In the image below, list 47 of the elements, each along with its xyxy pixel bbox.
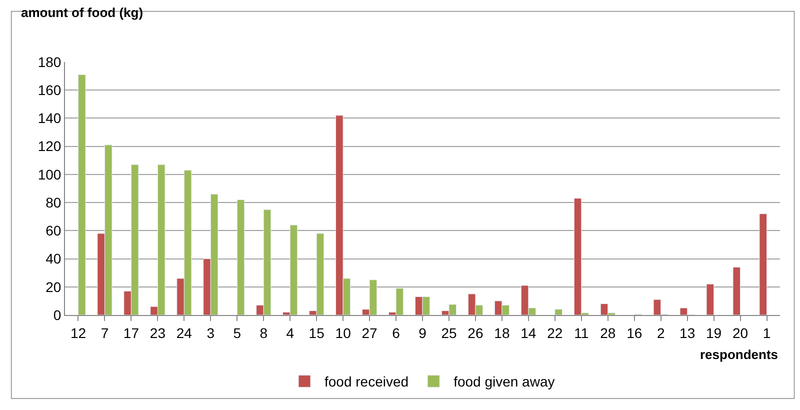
y-tick-label: 120	[38, 138, 62, 154]
x-tick-label: 10	[335, 324, 352, 341]
y-tick-label: 60	[46, 222, 62, 239]
bar	[236, 199, 245, 315]
x-tick-label: 26	[468, 324, 484, 341]
x-tick-label: 20	[732, 324, 748, 341]
x-tick-label: 18	[494, 324, 510, 341]
y-tick-label: 0	[53, 306, 62, 323]
x-tick-label: 15	[308, 324, 325, 341]
x-tick-label: 22	[547, 324, 563, 341]
x-tick-label: 7	[100, 324, 109, 341]
bar	[759, 214, 768, 315]
x-tick-label: 8	[260, 324, 268, 341]
x-tick-label: 1	[762, 324, 771, 341]
x-axis-title: respondents	[700, 347, 778, 362]
y-tick-label: 100	[38, 166, 62, 182]
bar	[554, 309, 562, 315]
x-tick-label: 2	[656, 324, 665, 341]
x-tick-label: 23	[150, 324, 166, 341]
x-tick-label: 17	[123, 324, 140, 341]
x-tick-label: 11	[574, 324, 589, 341]
x-tick-label: 24	[176, 324, 192, 341]
x-tick-label: 13	[680, 324, 696, 341]
y-tick-label: 40	[46, 250, 62, 267]
x-tick-label: 16	[626, 324, 642, 341]
x-tick-label: 12	[70, 324, 86, 341]
x-tick-label: 6	[392, 324, 400, 341]
x-tick-label: 4	[286, 324, 294, 341]
bar	[706, 284, 714, 315]
x-tick-label: 3	[206, 324, 215, 341]
y-axis-title: amount of food (kg)	[21, 5, 144, 20]
y-tick-label: 20	[46, 278, 62, 295]
legend-label: food given away	[454, 374, 555, 390]
y-tick-label: 140	[38, 110, 62, 126]
y-tick-label: 180	[38, 54, 62, 70]
bar	[732, 266, 741, 315]
x-tick-label: 19	[706, 324, 722, 341]
x-tick-label: 14	[520, 324, 536, 341]
legend-label: food received	[324, 374, 409, 390]
x-tick-label: 27	[362, 324, 378, 341]
x-tick-label: 5	[233, 324, 242, 341]
y-tick-label: 160	[38, 82, 62, 98]
x-tick-label: 25	[441, 324, 457, 341]
bar	[78, 74, 86, 315]
x-tick-label: 9	[418, 324, 427, 341]
y-tick-label: 80	[46, 194, 62, 210]
x-tick-label: 28	[600, 324, 616, 341]
